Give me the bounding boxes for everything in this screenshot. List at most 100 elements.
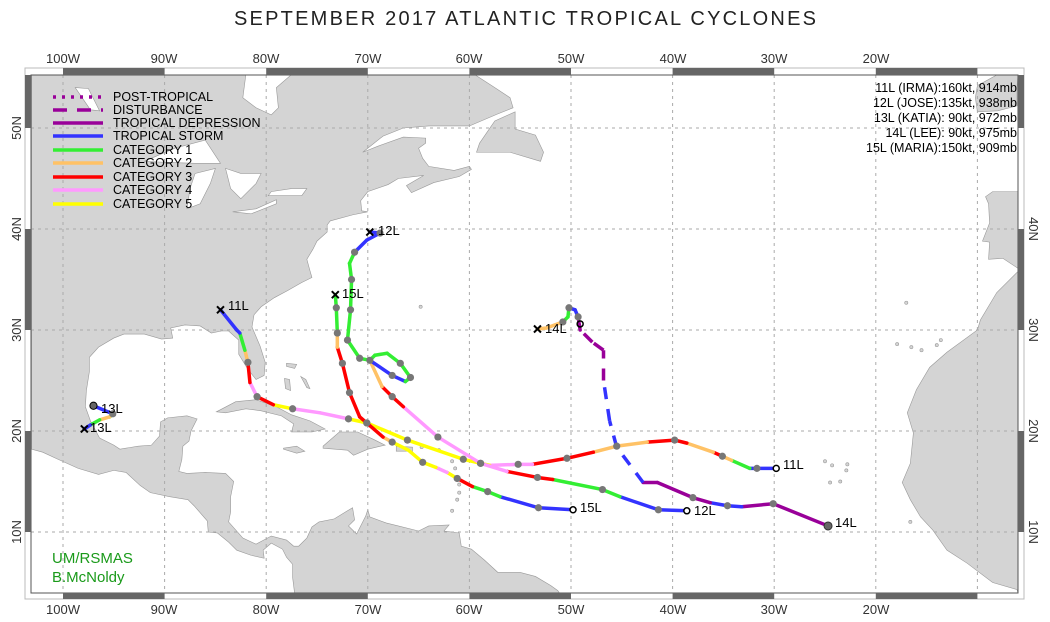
legend: POST-TROPICAL DISTURBANCE TROPICAL DEPRE… [53, 90, 261, 211]
lon-label: 70W [355, 51, 382, 66]
island [844, 468, 849, 473]
island [845, 462, 850, 467]
storm-start-label-maria: 15L [580, 500, 602, 515]
track-segment-irma [591, 444, 619, 454]
track-fix-dot-jose [476, 459, 485, 467]
track-segment-jose [436, 435, 483, 466]
lon-label: 100W [46, 51, 81, 66]
track-fix-dot-maria [484, 488, 492, 496]
storm-start-label-katia: 13L [101, 401, 123, 416]
frame-bar-left [25, 431, 31, 532]
track-fix-dot-lee [574, 313, 582, 321]
track-fix-dot-lee [565, 304, 573, 312]
track-segment-maria [347, 390, 362, 419]
track-fix-dot-jose [406, 373, 415, 382]
storm-end-label-katia: 13L [90, 420, 112, 435]
credit-org: UM/RSMAS [52, 550, 133, 567]
track-segment-maria [536, 506, 575, 512]
track-segment-irma [685, 441, 715, 454]
lon-label: 30W [761, 51, 788, 66]
track-fix-dot-irma [671, 436, 679, 444]
track-segment-maria [498, 494, 541, 510]
lake-water [74, 87, 101, 112]
island [909, 345, 914, 350]
lat-label: 30N [9, 318, 24, 342]
frame-bar-bottom [266, 593, 368, 599]
island [919, 348, 924, 353]
island [908, 520, 913, 524]
track-fix-dot-jose [388, 371, 396, 380]
start-circle-icon [89, 401, 98, 410]
track-segment-irma [530, 456, 569, 467]
track-fix-dot-irma [753, 464, 761, 472]
lat-label: 40N [9, 217, 24, 241]
africa-land [901, 271, 1018, 593]
track-segment-katia [97, 415, 112, 422]
island [904, 300, 909, 305]
track-fix-dot-irma [253, 393, 261, 401]
track-segment-jose [618, 494, 661, 512]
bahamas-land [299, 375, 311, 390]
lon-label: 90W [151, 51, 178, 66]
track-fix-dot-maria [534, 504, 543, 512]
track-fix-dot-irma [403, 436, 412, 444]
storm-labels: 11L 11L 12L 12L 13L 13L 14L 14L 15L 15L [90, 223, 857, 530]
track-segment-lee [601, 380, 612, 422]
frame-bar-top [469, 68, 571, 75]
track-segment-jose [368, 358, 384, 389]
track-segment-lee [655, 480, 695, 500]
lat-labels-right: 10N 20N 30N 40N [1026, 217, 1041, 544]
track-segment-maria [340, 361, 352, 395]
track-segment-lee [771, 501, 830, 528]
lon-labels-bottom: 100W 90W 80W 70W 60W 50W 40W 30W 20W [46, 602, 890, 617]
start-dot-icon [823, 521, 833, 531]
map-frame [24, 67, 1025, 600]
storm-start-label-irma: 11L [783, 457, 804, 472]
storm-end-label-lee: 14L [545, 321, 567, 336]
island [938, 338, 943, 343]
track-fix-dot-jose [356, 354, 364, 362]
legend-label: DISTURBANCE [113, 103, 203, 117]
track-segment-jose [345, 308, 353, 342]
legend-label: POST-TROPICAL [113, 90, 213, 104]
lake-water [232, 199, 277, 215]
track-fix-dot-jose [366, 356, 374, 364]
lat-label: 20N [9, 419, 24, 443]
island [934, 343, 939, 348]
frame-bar-bottom [672, 593, 775, 599]
island [838, 479, 843, 484]
track-segment-jose [656, 508, 689, 513]
jamaica-land [283, 445, 306, 454]
legend-label: CATEGORY 5 [113, 197, 192, 211]
island [828, 480, 832, 485]
track-fix-dot-maria [338, 359, 346, 367]
track-fix-dot-jose [347, 275, 356, 284]
stat-maria: 15L (MARIA):150kt, 909mb [866, 141, 1017, 155]
lon-label: 40W [660, 602, 687, 617]
track-segment-jose [505, 469, 540, 480]
lat-label: 10N [9, 520, 24, 544]
lake-water [242, 75, 292, 116]
legend-label: TROPICAL DEPRESSION [113, 116, 261, 130]
track-fix-dot-maria [345, 389, 354, 397]
track-segment-lee [739, 501, 775, 509]
storm-start-label-lee: 14L [835, 515, 857, 530]
lon-label: 30W [761, 602, 788, 617]
lon-label: 40W [660, 51, 687, 66]
start-circle-icon [683, 507, 691, 515]
track-segment-lee [578, 328, 594, 344]
credit-author: B.McNoldy [52, 569, 125, 586]
track-segment-irma [645, 438, 677, 444]
end-x-icon [533, 324, 542, 334]
end-x-icon [365, 227, 375, 237]
island [895, 342, 900, 347]
track-segment-irma [565, 450, 596, 461]
frame-bar-right [1018, 229, 1024, 330]
lon-labels-top: 100W 90W 80W 70W 60W 50W 40W 30W 20W [46, 51, 890, 66]
lat-label: 50N [9, 116, 24, 140]
track-fix-dot-irma [563, 454, 571, 462]
frame-bar-bottom [875, 593, 978, 599]
lat-label: 20N [1026, 419, 1041, 443]
frame-bar-bottom [469, 593, 571, 599]
